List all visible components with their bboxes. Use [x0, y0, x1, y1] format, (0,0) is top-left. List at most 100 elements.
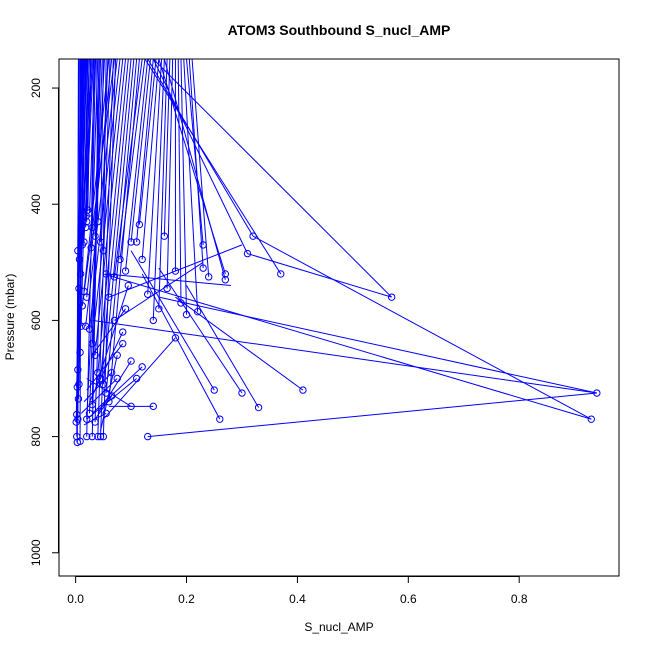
series-line-segment — [87, 59, 92, 211]
series-line-segment — [77, 59, 86, 251]
data-point — [102, 409, 110, 418]
data-point — [593, 389, 601, 397]
data-point — [182, 310, 191, 319]
data-point — [102, 270, 110, 278]
data-point — [83, 293, 91, 301]
data-point — [87, 244, 95, 252]
data-point — [121, 305, 130, 313]
data-point — [88, 432, 96, 441]
series-line-segment — [152, 59, 165, 321]
data-point — [193, 307, 202, 316]
y-tick-label: 400 — [29, 194, 43, 214]
data-point — [238, 389, 246, 397]
series-line-segment — [252, 235, 592, 420]
y-tick-label: 800 — [29, 426, 43, 446]
data-point — [80, 287, 88, 296]
data-point — [216, 415, 224, 423]
series-line-segment — [89, 331, 124, 402]
data-point — [299, 386, 307, 394]
x-tick-label: 0.4 — [289, 592, 306, 606]
series-line-segment — [183, 59, 199, 312]
series-line-segment — [152, 59, 393, 298]
series-line-segment — [188, 59, 204, 269]
x-tick-label: 0.0 — [67, 592, 84, 606]
x-axis-label: S_nucl_AMP — [304, 620, 373, 634]
series-line-segment — [94, 395, 113, 420]
data-point — [96, 238, 105, 246]
series-line-segment — [92, 319, 597, 394]
series-line-segment — [180, 59, 188, 315]
series-line-segment — [94, 59, 109, 423]
series-line-segment — [158, 267, 243, 394]
data-point — [91, 418, 99, 426]
series-line-segment — [175, 296, 304, 391]
series-line-segment — [91, 366, 143, 414]
data-point — [107, 368, 116, 377]
plot-frame — [58, 58, 620, 577]
data-point — [277, 270, 285, 278]
data-point — [127, 402, 135, 411]
series-line-segment — [147, 59, 163, 295]
data-point — [99, 380, 108, 388]
series-line-segment — [97, 59, 129, 373]
data-point — [74, 415, 82, 423]
data-point — [85, 325, 94, 333]
data-point — [221, 270, 230, 278]
series-line-segment — [141, 59, 160, 260]
data-point — [74, 247, 82, 255]
series-line-segment — [97, 360, 132, 414]
data-point — [149, 402, 157, 411]
data-point — [119, 339, 127, 348]
data-point — [116, 255, 124, 264]
data-point — [138, 363, 146, 371]
data-point — [110, 316, 119, 325]
data-point — [96, 432, 105, 441]
series-line-segment — [130, 250, 215, 391]
series-line-segment — [85, 59, 88, 216]
series-line-segment — [141, 273, 221, 420]
data-point — [163, 284, 171, 293]
series-line-segment — [102, 59, 117, 437]
series-line-segment — [158, 296, 597, 394]
data-point — [75, 380, 83, 388]
data-point — [99, 247, 108, 255]
data-point — [78, 302, 86, 310]
data-point — [135, 220, 144, 229]
series-line-segment — [130, 59, 151, 243]
data-point — [132, 374, 141, 383]
data-point — [249, 232, 257, 240]
series-line-segment — [100, 59, 132, 379]
data-point — [77, 322, 85, 330]
data-point — [105, 398, 113, 406]
data-point — [76, 270, 85, 278]
data-point — [99, 432, 108, 441]
series-line-segment — [191, 59, 210, 277]
data-point — [177, 299, 185, 307]
data-point — [138, 255, 146, 264]
data-point — [387, 293, 396, 301]
series-line-segment — [152, 59, 248, 254]
series-line-segment — [80, 59, 87, 231]
series-line-segment — [108, 59, 140, 402]
x-tick-label: 0.8 — [511, 592, 528, 606]
data-point — [75, 255, 84, 264]
data-point — [171, 334, 180, 342]
data-point — [144, 290, 152, 298]
series-line-segment — [136, 59, 154, 243]
series-line-segment — [103, 273, 592, 420]
series-line-segment — [86, 59, 97, 437]
data-point — [110, 273, 119, 281]
data-point — [88, 223, 96, 232]
data-point — [85, 409, 94, 418]
data-point — [85, 209, 94, 217]
data-point — [119, 328, 127, 336]
data-point — [113, 351, 121, 359]
data-point — [107, 392, 116, 400]
data-point — [88, 400, 96, 409]
data-point — [94, 217, 102, 226]
data-point — [124, 281, 133, 290]
data-point — [221, 276, 230, 284]
data-point — [105, 293, 113, 301]
